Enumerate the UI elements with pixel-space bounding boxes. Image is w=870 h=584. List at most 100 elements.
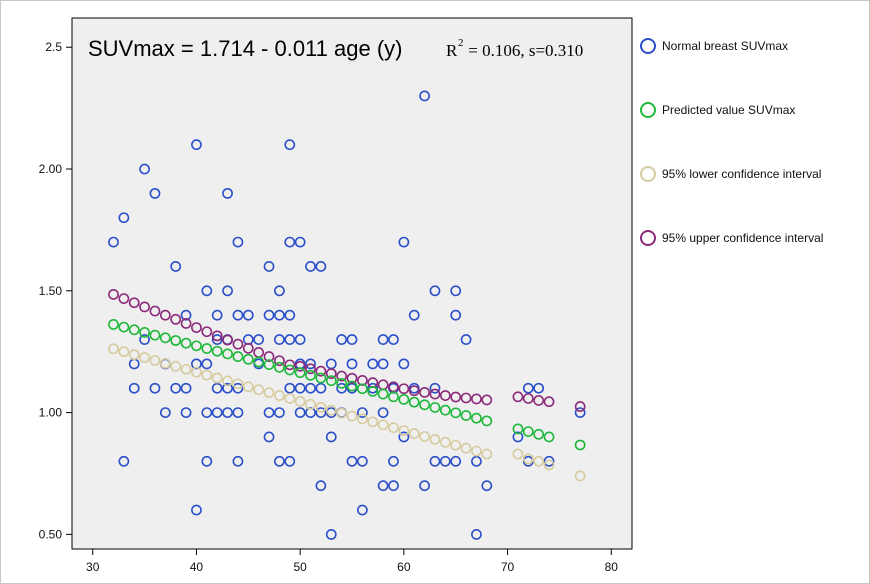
95-upper-confidence-interval-point — [522, 393, 534, 404]
y-tick-label: 1.00 — [39, 406, 63, 420]
95-lower-confidence-interval-point — [336, 407, 348, 419]
normal-breast-suvmax-point — [222, 407, 233, 418]
normal-breast-suvmax-point — [460, 334, 472, 345]
normal-breast-suvmax-point — [305, 407, 316, 418]
normal-breast-suvmax-point — [408, 309, 420, 321]
predicted-value-suvmax-point — [180, 337, 192, 349]
95-lower-confidence-interval-point — [408, 428, 420, 439]
predicted-value-suvmax-point — [222, 348, 233, 360]
normal-breast-suvmax-point — [180, 309, 192, 321]
95-lower-confidence-interval-point — [367, 416, 379, 428]
x-tick-label: 50 — [293, 560, 307, 574]
95-upper-confidence-interval-point — [419, 386, 430, 398]
predicted-value-suvmax-point — [574, 439, 586, 451]
legend: Normal breast SUVmax Predicted value SUVm… — [640, 38, 823, 246]
normal-breast-suvmax-point — [180, 407, 192, 418]
95-upper-confidence-interval-point — [356, 375, 368, 386]
predicted-value-suvmax-point — [242, 353, 254, 365]
95-lower-confidence-interval-point — [284, 393, 296, 404]
predicted-value-suvmax-point — [294, 367, 306, 379]
predicted-value-suvmax-point — [325, 375, 337, 387]
normal-breast-suvmax-point — [356, 407, 368, 418]
95-lower-confidence-interval-point — [315, 401, 327, 413]
predicted-value-suvmax-point — [284, 364, 296, 376]
95-lower-confidence-interval-point — [522, 453, 534, 465]
legend-label: Normal breast SUVmax — [662, 39, 788, 53]
normal-breast-suvmax-point — [398, 236, 410, 248]
95-lower-confidence-interval-point — [429, 433, 441, 445]
95-upper-confidence-interval-point — [294, 360, 306, 372]
predicted-value-suvmax-point — [211, 345, 223, 357]
normal-breast-suvmax-point — [315, 382, 327, 394]
95-lower-confidence-interval-point — [512, 448, 524, 460]
normal-breast-suvmax-point — [429, 285, 441, 297]
95-upper-confidence-interval-point — [263, 351, 275, 362]
normal-breast-suvmax-point — [274, 407, 285, 418]
normal-breast-suvmax-point — [149, 382, 161, 394]
95-lower-confidence-interval-point — [460, 442, 472, 454]
x-tick-label: 40 — [190, 560, 204, 574]
95-upper-confidence-interval-point — [450, 391, 462, 403]
normal-breast-suvmax-point — [263, 261, 275, 272]
normal-breast-suvmax-point — [294, 236, 306, 248]
normal-breast-suvmax-point — [139, 163, 150, 175]
normal-breast-suvmax-point — [284, 236, 296, 248]
equation-main: SUVmax = 1.714 - 0.011 age (y) — [88, 36, 402, 61]
normal-breast-suvmax-point — [315, 261, 327, 272]
x-tick-label: 60 — [397, 560, 411, 574]
normal-breast-suvmax-point — [211, 407, 223, 418]
normal-breast-suvmax-point — [128, 382, 140, 394]
normal-breast-suvmax-point — [471, 528, 482, 540]
normal-breast-suvmax-point — [211, 309, 223, 321]
95-lower-confidence-interval-point — [201, 369, 213, 381]
normal-breast-suvmax-point — [450, 285, 462, 297]
95-upper-confidence-interval-point — [460, 392, 472, 404]
95-upper-confidence-interval-point — [108, 289, 119, 300]
x-tick-label: 30 — [86, 560, 100, 574]
normal-breast-suvmax-point — [419, 90, 430, 102]
normal-breast-suvmax-point — [274, 334, 285, 345]
95-upper-confidence-interval-point — [211, 330, 223, 342]
95-lower-confidence-interval-point — [139, 352, 150, 363]
normal-breast-suvmax-point — [253, 334, 265, 345]
normal-breast-suvmax-point — [180, 382, 192, 394]
x-axis: 30 40 50 60 70 80 — [86, 549, 618, 574]
normal-breast-suvmax-point — [222, 285, 233, 297]
normal-breast-suvmax-point — [294, 407, 306, 418]
normal-breast-suvmax-point — [170, 261, 182, 272]
legend-label: 95% upper confidence interval — [662, 231, 823, 245]
normal-breast-suvmax-point — [398, 358, 410, 370]
95-upper-confidence-interval-point — [574, 401, 586, 412]
normal-breast-suvmax-point — [367, 382, 379, 394]
plot-area — [71, 17, 633, 550]
normal-breast-suvmax-point — [325, 431, 337, 443]
95-upper-confidence-interval-point — [274, 355, 285, 367]
normal-breast-suvmax-point — [336, 334, 348, 345]
95-lower-confidence-interval-point — [481, 448, 493, 460]
normal-breast-suvmax-point — [274, 455, 285, 467]
normal-breast-suvmax-point — [439, 455, 451, 467]
predicted-value-suvmax-point — [377, 388, 389, 400]
normal-breast-suvmax-point — [294, 382, 306, 394]
normal-breast-suvmax-point — [450, 455, 462, 467]
95-upper-confidence-interval-point — [128, 297, 140, 309]
95-upper-confidence-interval-point — [242, 342, 254, 354]
predicted-value-suvmax-point — [522, 426, 534, 437]
normal-breast-suvmax-point — [346, 358, 358, 370]
normal-breast-suvmax-point — [388, 334, 399, 345]
normal-breast-suvmax-point — [305, 382, 316, 394]
95-lower-confidence-interval-point — [439, 436, 451, 448]
normal-breast-suvmax-point — [263, 309, 275, 321]
95-lower-confidence-interval-point — [346, 410, 358, 422]
95-upper-confidence-interval-point — [512, 391, 524, 403]
normal-breast-suvmax-point — [232, 309, 244, 321]
normal-breast-suvmax-point — [377, 358, 389, 370]
predicted-value-suvmax-point — [139, 327, 150, 338]
normal-breast-suvmax-point — [211, 334, 223, 345]
95-upper-confidence-interval-point — [159, 309, 171, 321]
normal-breast-suvmax-point — [232, 407, 244, 418]
95-upper-confidence-interval-point — [118, 293, 130, 305]
95-lower-confidence-interval-point — [574, 470, 586, 482]
normal-breast-suvmax-point — [356, 455, 368, 467]
normal-breast-suvmax-point — [315, 407, 327, 418]
